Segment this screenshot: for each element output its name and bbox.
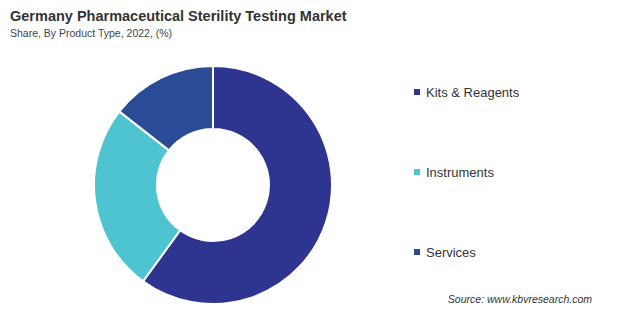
legend-label: Services <box>426 245 476 260</box>
source-note: Source: www.kbvresearch.com <box>448 293 592 305</box>
slices <box>94 66 332 304</box>
background <box>0 0 620 324</box>
legend-label: Instruments <box>426 165 494 180</box>
subtitle: Share, By Product Type, 2022, (%) <box>10 27 172 39</box>
chart: Germany Pharmaceutical Sterility Testing… <box>0 0 620 324</box>
legend-swatch <box>414 89 420 95</box>
legend-label: Kits & Reagents <box>426 85 520 100</box>
title: Germany Pharmaceutical Sterility Testing… <box>10 8 347 24</box>
slice <box>119 66 213 150</box>
legend: Kits & Reagents Instruments Services <box>414 85 520 260</box>
legend-swatch <box>414 169 420 175</box>
legend-swatch <box>414 249 420 255</box>
